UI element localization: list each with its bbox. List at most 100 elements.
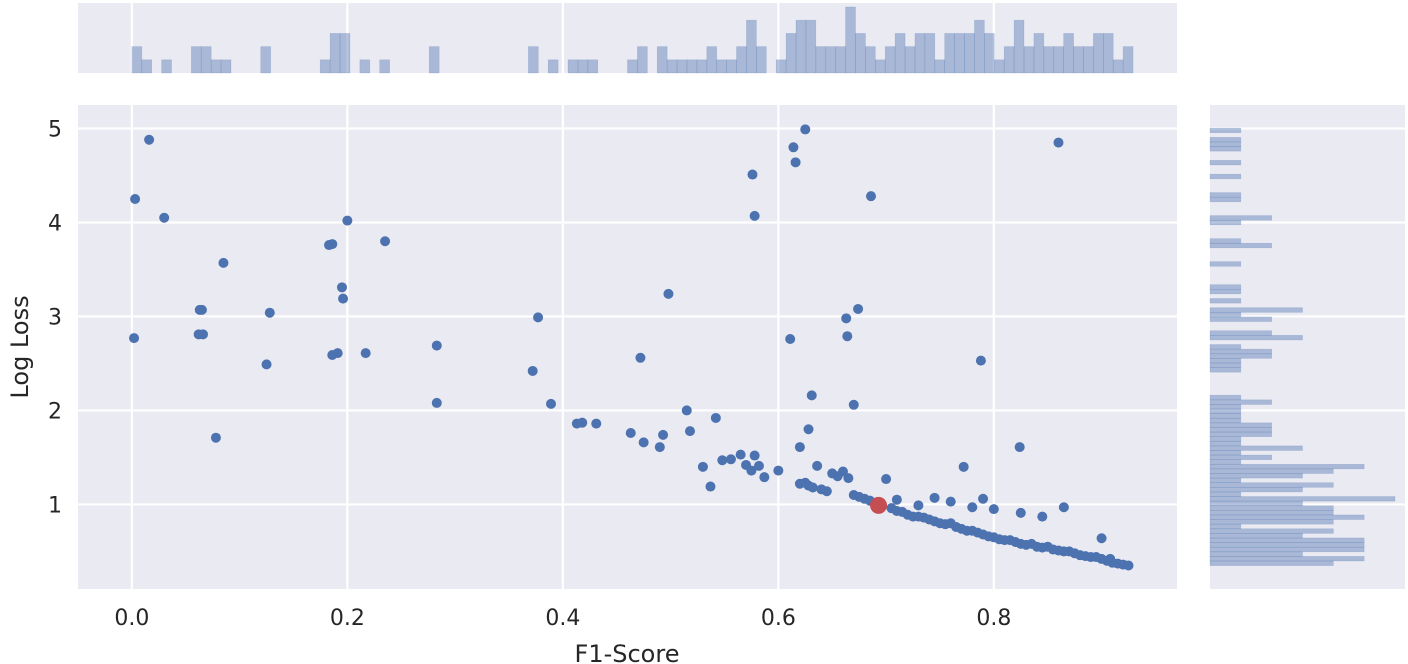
right-hist-bar <box>1209 137 1242 143</box>
top-hist-bar <box>894 33 906 74</box>
top-hist-bar <box>974 19 985 74</box>
scatter-point <box>1058 502 1069 513</box>
scatter-point <box>591 418 602 429</box>
right-hist-bar <box>1209 510 1334 516</box>
right-hist-bar <box>1209 146 1242 152</box>
scatter-point <box>753 460 764 471</box>
top-hist-bar <box>924 33 936 74</box>
right-hist-bar <box>1209 344 1242 350</box>
highlighted-point <box>870 496 888 514</box>
scatter-point <box>533 312 544 323</box>
right-hist-bar <box>1209 477 1242 484</box>
scatter-point <box>790 157 801 168</box>
top-hist-bar <box>1053 46 1064 74</box>
right-hist-bar <box>1209 487 1303 493</box>
scatter-point <box>336 282 347 293</box>
top-hist-bar <box>547 59 559 74</box>
top-hist-bar <box>954 33 965 74</box>
scatter-point <box>759 472 770 483</box>
right-hist-bar <box>1209 394 1242 401</box>
right-hist-bar <box>1209 505 1334 511</box>
scatter-point <box>747 169 758 180</box>
top-hist-bar <box>656 46 668 74</box>
right-hist-bar <box>1209 173 1242 180</box>
right-hist-bar <box>1209 473 1303 479</box>
scatter-point <box>577 417 588 428</box>
top-hist-bar <box>795 19 807 74</box>
scatter-point <box>988 504 999 515</box>
right-hist-bar <box>1209 242 1272 249</box>
scatter-point <box>841 313 852 324</box>
right-hist-bar <box>1209 427 1272 433</box>
scatter-point <box>978 493 989 504</box>
scatter-point <box>705 481 716 492</box>
scatter-point <box>1037 511 1048 522</box>
top-hist-bar <box>1043 46 1055 74</box>
scatter-point <box>848 399 859 410</box>
scatter-point <box>1053 137 1064 148</box>
right-hist-bar <box>1209 500 1303 507</box>
y-tick-label: 4 <box>48 211 62 236</box>
top-hist-bar <box>1112 59 1124 74</box>
top-hist-bar <box>627 59 638 74</box>
top-hist-bar <box>964 33 975 74</box>
top-hist-bar <box>1103 33 1114 74</box>
scatter-point <box>546 398 557 409</box>
right-hist-bar <box>1209 298 1242 304</box>
top-hist-bar <box>884 46 896 74</box>
top-hist-bar <box>210 59 222 74</box>
right-hist-bar <box>1209 330 1272 336</box>
right-marginal-histogram <box>1209 127 1396 566</box>
right-hist-bar <box>1209 141 1242 147</box>
scatter-point <box>913 500 924 511</box>
scatter-point <box>130 193 141 204</box>
right-hist-bar <box>1209 440 1242 447</box>
scatter-point <box>717 455 728 466</box>
right-hist-bar <box>1209 358 1242 364</box>
right-hist-bar <box>1209 127 1242 134</box>
right-hist-bar <box>1209 367 1242 373</box>
top-hist-bar <box>131 46 143 74</box>
top-hist-bar <box>726 59 737 74</box>
top-hist-bar <box>845 6 856 74</box>
top-hist-bar <box>637 46 648 74</box>
scatter-points <box>129 124 1134 571</box>
top-hist-bar <box>329 33 341 74</box>
scatter-point <box>794 442 805 453</box>
scatter-point <box>527 365 538 376</box>
top-hist-bar <box>746 19 757 74</box>
scatter-point <box>788 142 799 153</box>
top-hist-bar <box>577 59 589 74</box>
top-hist-bar <box>379 59 390 74</box>
top-hist-bar <box>428 46 440 74</box>
right-hist-bar <box>1209 551 1303 557</box>
right-hist-bar <box>1209 316 1272 322</box>
x-tick-label: 0.4 <box>545 606 580 631</box>
y-axis-label: Log Loss <box>6 295 34 398</box>
top-hist-bar <box>161 59 172 74</box>
top-hist-bar <box>1003 46 1015 74</box>
scatter-point <box>866 191 877 202</box>
scatter-point <box>681 405 692 416</box>
right-hist-bar <box>1209 307 1303 313</box>
right-histogram-panel <box>1210 105 1405 589</box>
top-hist-bar <box>815 46 827 74</box>
top-hist-bar <box>1063 33 1074 74</box>
scatter-point <box>1105 553 1116 564</box>
top-hist-bar <box>805 19 817 74</box>
top-hist-bar <box>1073 46 1084 74</box>
top-hist-bar <box>914 33 926 74</box>
top-hist-bar <box>319 59 331 74</box>
top-hist-bar <box>686 59 698 74</box>
scatter-point <box>196 304 207 315</box>
scatter-point <box>635 352 646 363</box>
y-tick-label: 5 <box>48 117 62 142</box>
right-hist-bar <box>1209 514 1365 520</box>
right-hist-bar <box>1209 463 1365 470</box>
scatter-point <box>929 492 940 503</box>
top-hist-bar <box>339 33 351 74</box>
top-hist-bar <box>666 59 678 74</box>
top-hist-bar <box>1033 33 1045 74</box>
scatter-point <box>812 460 823 471</box>
top-hist-bar <box>785 33 797 74</box>
